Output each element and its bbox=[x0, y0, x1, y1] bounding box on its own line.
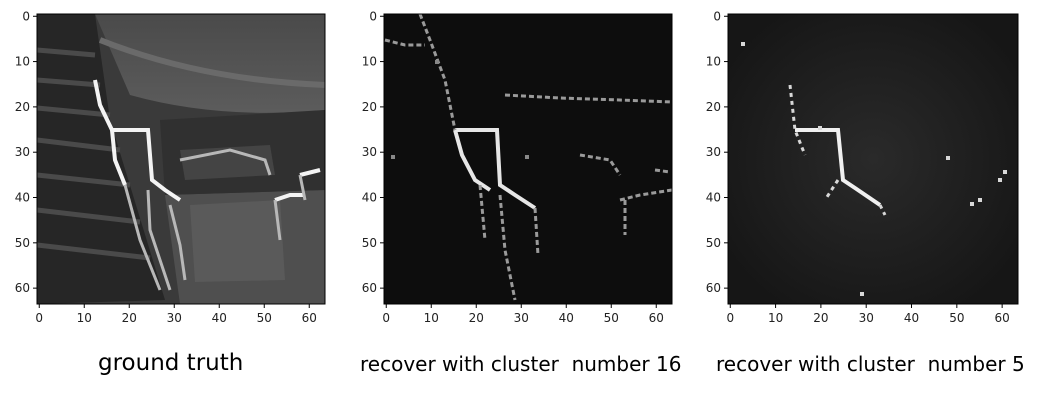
x-tick-label: 30 bbox=[859, 311, 874, 325]
y-tick-label: 20 bbox=[15, 100, 30, 114]
x-tick-label: 10 bbox=[768, 311, 783, 325]
x-tick-label: 40 bbox=[559, 311, 574, 325]
x-tick-label: 0 bbox=[382, 311, 390, 325]
ground-truth-image-plot: 0 10 20 30 40 50 60 0 10 20 30 40 50 60 bbox=[15, 9, 326, 325]
cluster-5-image bbox=[728, 14, 1018, 304]
y-tick-label: 30 bbox=[362, 145, 377, 159]
y-tick-label: 10 bbox=[15, 55, 30, 69]
x-tick-label: 20 bbox=[122, 311, 137, 325]
y-tick-label: 30 bbox=[706, 145, 721, 159]
x-tick-label: 30 bbox=[167, 311, 182, 325]
cluster-16-image-plot: 0 10 20 30 40 50 60 0 10 20 30 40 50 60 bbox=[362, 9, 673, 325]
cluster-5-image-plot: 0 10 20 30 40 50 60 0 10 20 30 40 50 60 bbox=[706, 9, 1019, 325]
y-tick-label: 60 bbox=[362, 281, 377, 295]
y-tick-label: 30 bbox=[15, 145, 30, 159]
x-tick-label: 0 bbox=[35, 311, 43, 325]
x-tick-label: 10 bbox=[77, 311, 92, 325]
y-tick-label: 40 bbox=[362, 191, 377, 205]
y-tick-label: 10 bbox=[362, 55, 377, 69]
panel-ground-truth: 0 10 20 30 40 50 60 0 10 20 30 40 50 60 ground truth bbox=[0, 0, 340, 408]
x-tick-label: 50 bbox=[257, 311, 272, 325]
x-tick-label: 40 bbox=[212, 311, 227, 325]
y-tick-label: 40 bbox=[706, 191, 721, 205]
x-tick-label: 20 bbox=[813, 311, 828, 325]
cluster-16-image bbox=[384, 14, 672, 304]
x-tick-label: 60 bbox=[995, 311, 1010, 325]
caption-cluster-16: recover with cluster number 16 bbox=[360, 352, 682, 376]
y-tick-label: 60 bbox=[15, 281, 30, 295]
y-tick-label: 40 bbox=[15, 191, 30, 205]
panel-cluster-5: 0 10 20 30 40 50 60 0 10 20 30 40 50 60 recover with … bbox=[0, 0, 1025, 408]
x-tick-label: 30 bbox=[514, 311, 529, 325]
y-tick-label: 0 bbox=[713, 9, 721, 23]
caption-cluster-5: recover with cluster number 5 bbox=[716, 352, 1025, 376]
y-tick-label: 50 bbox=[706, 236, 721, 250]
y-tick-label: 10 bbox=[706, 55, 721, 69]
x-tick-label: 0 bbox=[726, 311, 734, 325]
y-tick-label: 20 bbox=[362, 100, 377, 114]
y-tick-label: 50 bbox=[15, 236, 30, 250]
y-tick-label: 20 bbox=[706, 100, 721, 114]
caption-ground-truth: ground truth bbox=[98, 350, 244, 376]
y-tick-label: 0 bbox=[22, 9, 30, 23]
y-tick-label: 50 bbox=[362, 236, 377, 250]
x-tick-label: 50 bbox=[949, 311, 964, 325]
x-tick-label: 60 bbox=[302, 311, 317, 325]
x-tick-label: 10 bbox=[424, 311, 439, 325]
panel-cluster-16: 0 10 20 30 40 50 60 0 10 20 30 40 50 60 recover with … bbox=[0, 0, 681, 408]
x-tick-label: 60 bbox=[649, 311, 664, 325]
y-tick-label: 60 bbox=[706, 281, 721, 295]
ground-truth-image bbox=[37, 14, 325, 304]
y-tick-label: 0 bbox=[369, 9, 377, 23]
x-tick-label: 50 bbox=[604, 311, 619, 325]
x-tick-label: 20 bbox=[469, 311, 484, 325]
x-tick-label: 40 bbox=[904, 311, 919, 325]
